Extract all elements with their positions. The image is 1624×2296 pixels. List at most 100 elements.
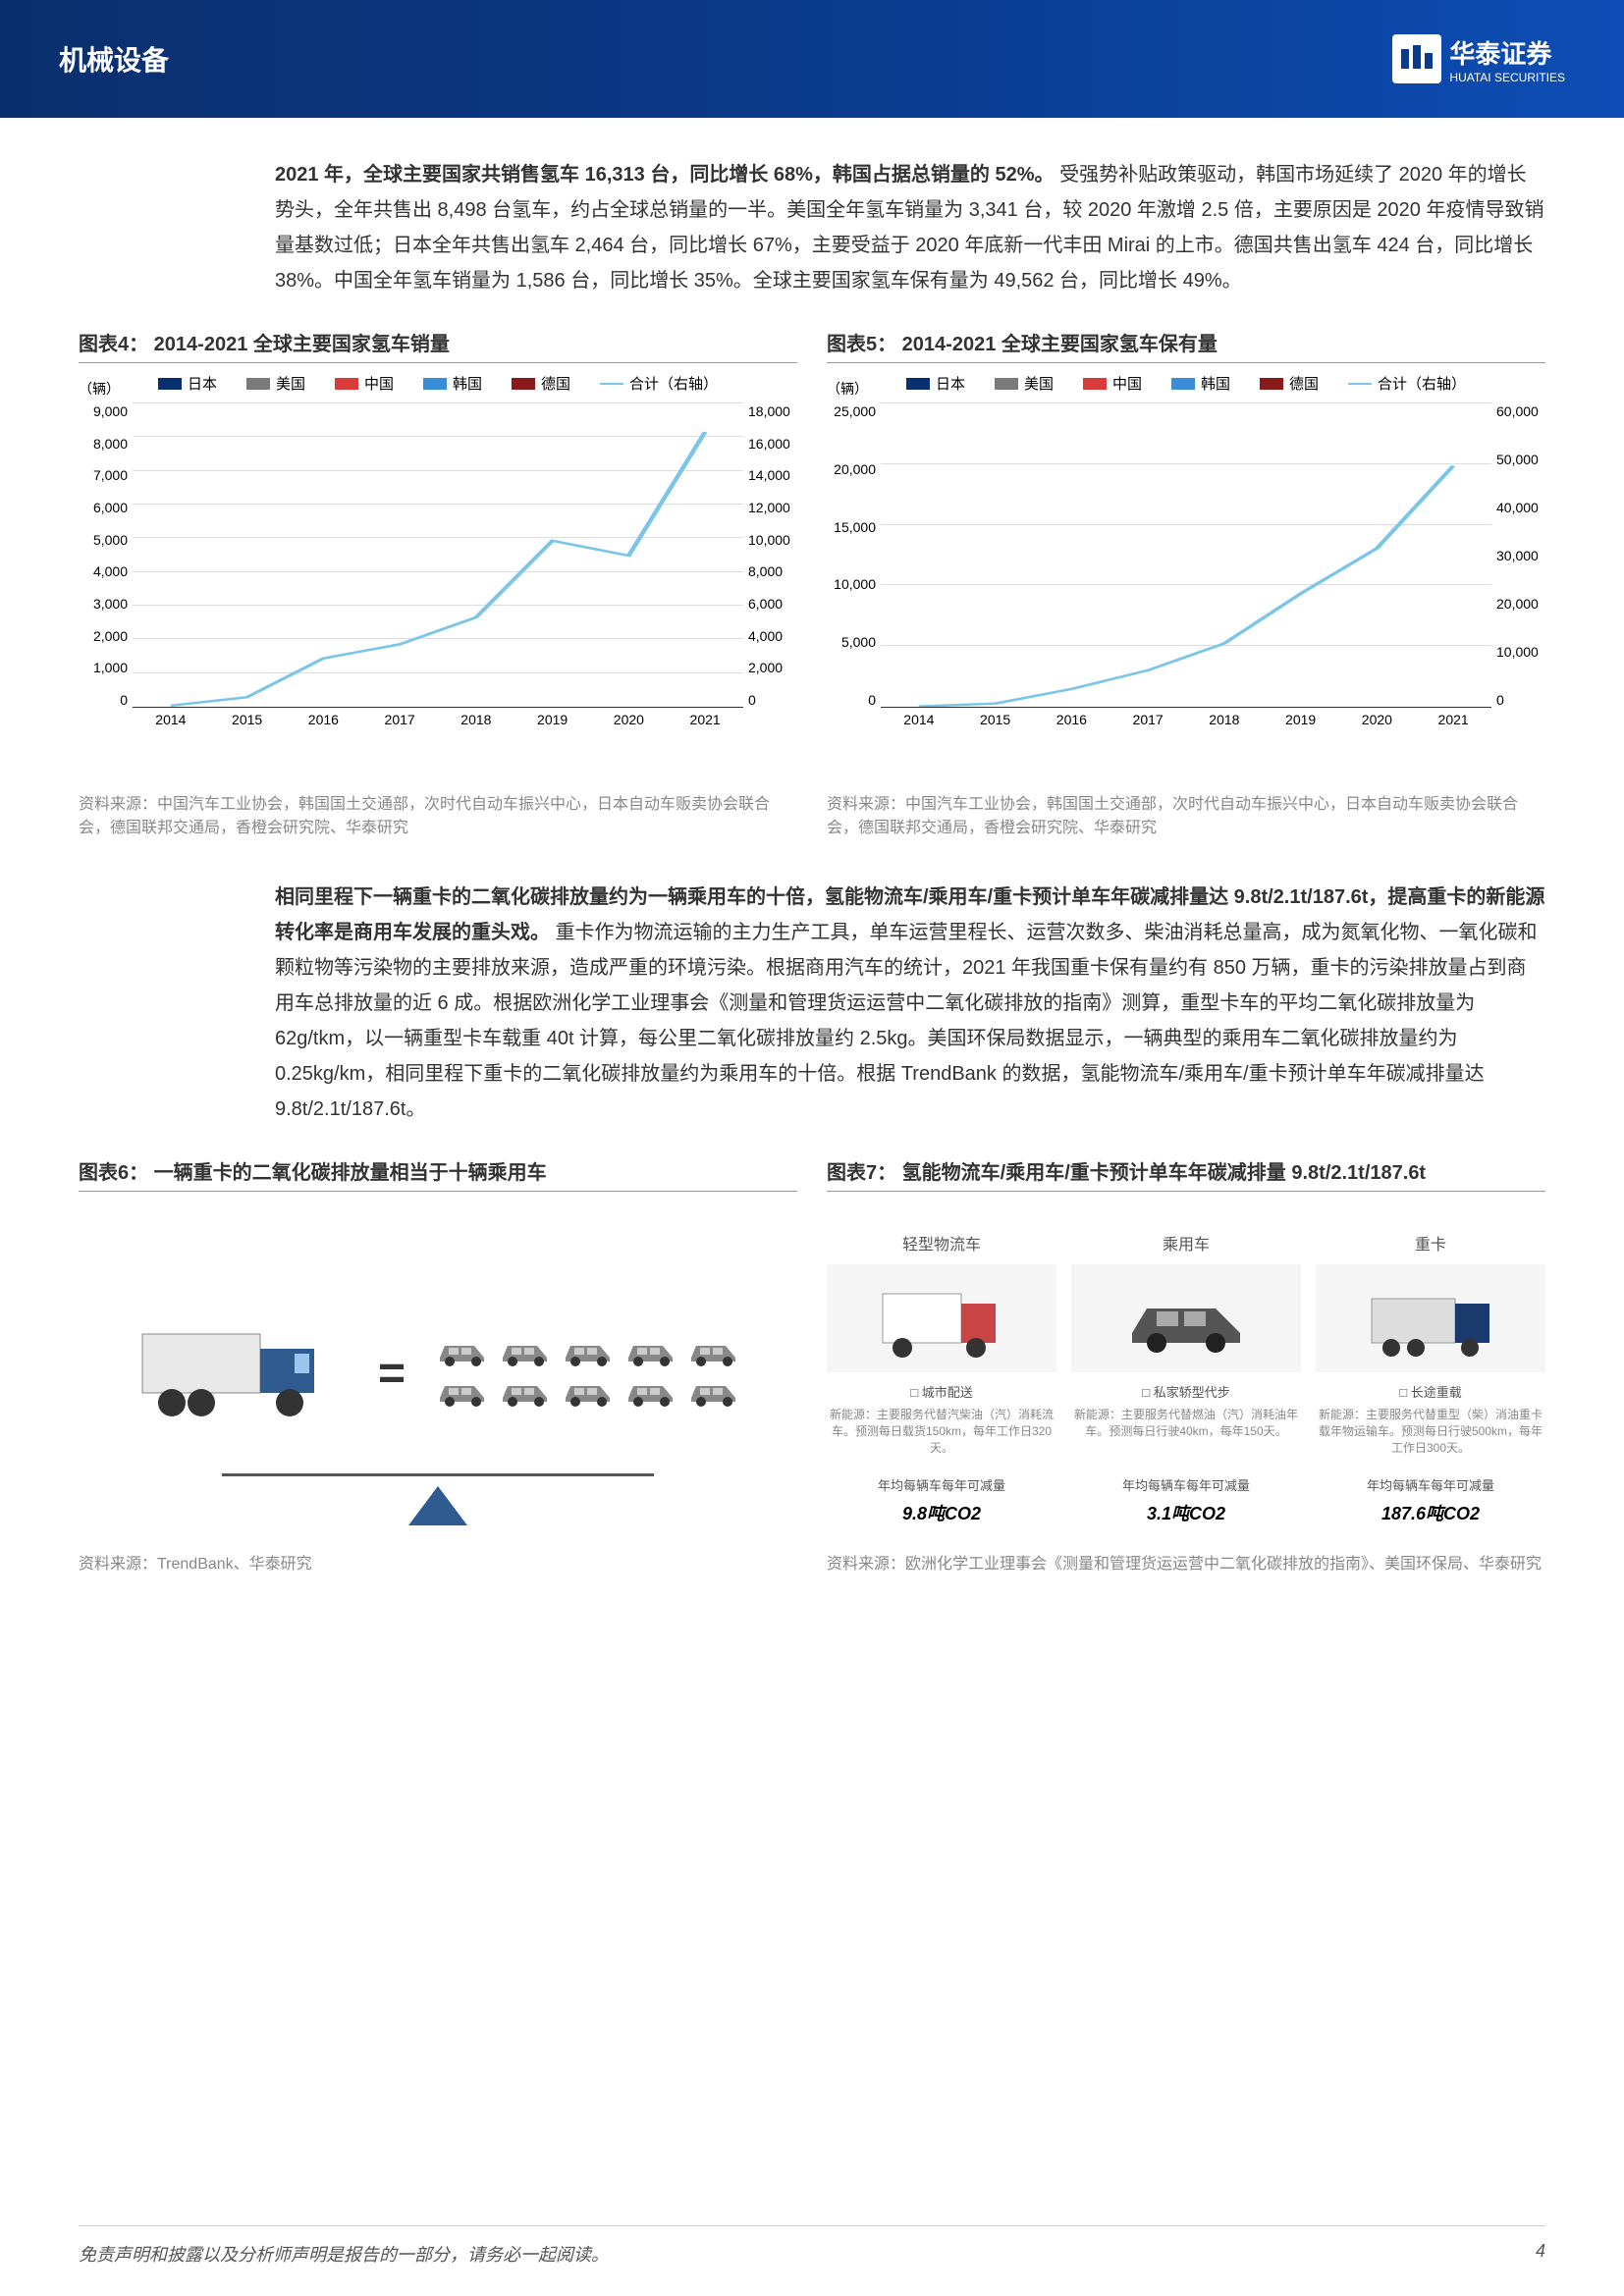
vehicle-card: 乘用车□ 私家轿型代步新能源：主要服务代替燃油（汽）消耗油年车。预测每日行驶40… [1071,1231,1301,1545]
chart5-legend: 日本 美国 中国 韩国 德国 合计（右轴） [827,373,1545,394]
legend-item: 合计（右轴） [1348,373,1466,394]
vc-co2-label: 年均每辆车每年可减量 [1071,1475,1301,1494]
y-tick-left: 2,000 [79,628,128,644]
chart4-plot-inner [133,403,743,708]
car-icon [686,1376,743,1411]
vc-co2-label: 年均每辆车每年可减量 [1316,1475,1545,1494]
x-tick: 2021 [1438,712,1469,727]
y-tick-right: 30,000 [1496,548,1545,563]
fig6-source: 资料来源：TrendBank、华泰研究 [79,1553,797,1576]
y-tick-right: 0 [1496,692,1545,708]
chart5-title: 图表5： 2014-2021 全球主要国家氢车保有量 [827,328,1545,363]
para2-text: 重卡作为物流运输的主力生产工具，单车运营里程长、运营次数多、柴油消耗总量高，成为… [275,922,1538,1120]
car-icon [498,1336,555,1370]
equals-sign: = [378,1347,406,1401]
car-icon [686,1336,743,1370]
x-tick: 2017 [385,712,415,727]
logo-text-cn: 华泰证券 [1449,34,1565,71]
legend-swatch [906,378,930,390]
car-icon [435,1336,492,1370]
vc-co2: 9.8吨CO2 [827,1500,1056,1525]
chart5-box: 图表5： 2014-2021 全球主要国家氢车保有量 日本 美国 中国 韩国 德国 合计（… [827,328,1545,840]
vehicle-img [1071,1264,1301,1372]
legend-item: 美国 [246,373,305,394]
y-tick-left: 3,000 [79,596,128,612]
vc-title: 轻型物流车 [827,1231,1056,1255]
fig6-box: 图表6： 一辆重卡的二氧化碳排放量相当于十辆乘用车 = 资料来源：TrendBa… [79,1156,797,1576]
legend-item: 韩国 [1171,373,1230,394]
y-tick-left: 1,000 [79,660,128,675]
x-tick: 2020 [1362,712,1392,727]
legend-item: 日本 [158,373,217,394]
y-tick-left: 4,000 [79,563,128,579]
chart5-area: 日本 美国 中国 韩国 德国 合计（右轴） （辆） 05,00010,00015,0002… [827,373,1545,785]
fig6-title: 图表6： 一辆重卡的二氧化碳排放量相当于十辆乘用车 [79,1156,797,1192]
legend-item: 美国 [995,373,1054,394]
car-icon [498,1376,555,1411]
fig7-box: 图表7： 氢能物流车/乘用车/重卡预计单车年碳减排量 9.8t/2.1t/187… [827,1156,1545,1576]
para1-bold: 2021 年，全球主要国家共销售氢车 16,313 台，同比增长 68%，韩国占… [275,164,1055,186]
fig7-title: 图表7： 氢能物流车/乘用车/重卡预计单车年碳减排量 9.8t/2.1t/187… [827,1156,1545,1192]
vc-co2-label: 年均每辆车每年可减量 [827,1475,1056,1494]
fig7-content: 轻型物流车□ 城市配送新能源：主要服务代替汽柴油（汽）消耗流车。预测每日载货15… [827,1201,1545,1545]
page-footer: 免责声明和披露以及分析师声明是报告的一部分，请务必一起阅读。 4 [79,2225,1545,2267]
x-tick: 2015 [980,712,1010,727]
legend-swatch [1083,378,1107,390]
x-tick: 2016 [1056,712,1087,727]
y-tick-right: 12,000 [748,500,797,515]
x-tick: 2018 [1209,712,1239,727]
x-tick: 2021 [690,712,721,727]
car-icon [561,1336,618,1370]
y-tick-left: 20,000 [827,461,876,477]
legend-label: 德国 [1289,373,1319,394]
chart4-x-labels: 20142015201620172018201920202021 [133,712,743,727]
legend-label: 韩国 [1201,373,1230,394]
legend-swatch [158,378,182,390]
chart5-y-axis-left: 05,00010,00015,00020,00025,000 [827,403,876,708]
legend-item: 中国 [335,373,394,394]
legend-label: 合计（右轴） [629,373,718,394]
disclaimer-text: 免责声明和披露以及分析师声明是报告的一部分，请务必一起阅读。 [79,2241,609,2267]
y-tick-right: 50,000 [1496,452,1545,467]
cars-grid [435,1336,743,1411]
y-tick-left: 0 [827,692,876,708]
chart4-y-unit: （辆） [79,379,120,399]
legend-item: 韩国 [423,373,482,394]
legend-label: 中国 [1112,373,1142,394]
y-tick-right: 0 [748,692,797,708]
chart4-y-axis-right: 02,0004,0006,0008,00010,00012,00014,0001… [748,403,797,708]
page-header: 机械设备 华泰证券 HUATAI SECURITIES [0,0,1624,118]
paragraph-1: 2021 年，全球主要国家共销售氢车 16,313 台，同比增长 68%，韩国占… [275,157,1545,298]
x-tick: 2018 [460,712,491,727]
vc-subtitle: □ 城市配送 [827,1382,1056,1401]
legend-label: 中国 [364,373,394,394]
legend-item: 德国 [1260,373,1319,394]
y-tick-left: 8,000 [79,436,128,452]
y-tick-right: 8,000 [748,563,797,579]
chart5-source: 资料来源：中国汽车工业协会，韩国国土交通部，次时代自动车振兴中心，日本自动车贩卖… [827,793,1545,840]
legend-label: 美国 [276,373,305,394]
vc-desc: 新能源：主要服务代替燃油（汽）消耗油年车。预测每日行驶40km，每年150天。 [1071,1407,1301,1466]
legend-label: 合计（右轴） [1378,373,1466,394]
legend-item: 日本 [906,373,965,394]
legend-label: 日本 [936,373,965,394]
chart5-plot: （辆） 05,00010,00015,00020,00025,000 010,0… [881,403,1491,727]
chart4-title: 图表4： 2014-2021 全球主要国家氢车销量 [79,328,797,363]
chart4-box: 图表4： 2014-2021 全球主要国家氢车销量 日本美国中国韩国德国合计（右… [79,328,797,840]
vc-subtitle: □ 私家轿型代步 [1071,1382,1301,1401]
legend-swatch [1260,378,1283,390]
legend-swatch [335,378,358,390]
y-tick-left: 6,000 [79,500,128,515]
y-tick-left: 9,000 [79,403,128,419]
legend-label: 美国 [1024,373,1054,394]
car-icon [435,1376,492,1411]
legend-swatch [1171,378,1195,390]
fig7-source: 资料来源：欧洲化学工业理事会《测量和管理货运运营中二氧化碳排放的指南》、美国环保… [827,1553,1545,1576]
x-tick: 2019 [1285,712,1316,727]
vc-subtitle: □ 长途重载 [1316,1382,1545,1401]
paragraph-2: 相同里程下一辆重卡的二氧化碳排放量约为一辆乘用车的十倍，氢能物流车/乘用车/重卡… [275,880,1545,1127]
vc-co2: 3.1吨CO2 [1071,1500,1301,1525]
x-tick: 2020 [614,712,644,727]
y-tick-right: 40,000 [1496,500,1545,515]
car-icon [623,1376,680,1411]
